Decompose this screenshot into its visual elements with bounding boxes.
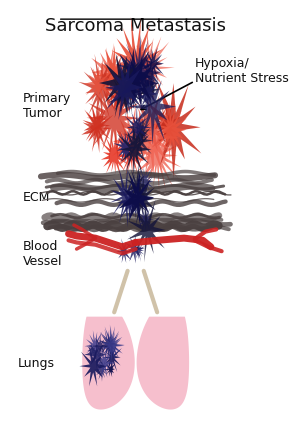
Polygon shape: [105, 60, 143, 121]
Polygon shape: [142, 81, 201, 180]
Polygon shape: [118, 170, 154, 228]
Polygon shape: [87, 342, 97, 358]
Polygon shape: [136, 317, 189, 410]
Text: Sarcoma Metastasis: Sarcoma Metastasis: [45, 17, 226, 35]
Polygon shape: [117, 125, 152, 177]
Polygon shape: [124, 117, 153, 164]
Polygon shape: [136, 75, 158, 113]
Polygon shape: [110, 166, 141, 228]
Polygon shape: [119, 59, 146, 98]
Polygon shape: [127, 200, 166, 263]
Polygon shape: [85, 330, 106, 364]
Polygon shape: [125, 105, 152, 148]
Polygon shape: [124, 175, 156, 226]
Polygon shape: [124, 184, 146, 219]
Polygon shape: [98, 325, 124, 363]
Polygon shape: [85, 74, 143, 166]
Polygon shape: [101, 131, 128, 178]
Polygon shape: [84, 339, 107, 369]
Polygon shape: [99, 54, 144, 119]
Polygon shape: [95, 46, 134, 104]
Polygon shape: [117, 49, 152, 110]
Polygon shape: [78, 55, 122, 125]
Text: Blood
Vessel: Blood Vessel: [23, 240, 62, 268]
Text: Lungs: Lungs: [17, 356, 55, 369]
Polygon shape: [92, 334, 109, 360]
Polygon shape: [91, 44, 127, 102]
Polygon shape: [133, 240, 145, 262]
Polygon shape: [151, 101, 182, 152]
Polygon shape: [130, 96, 171, 152]
Polygon shape: [140, 48, 164, 84]
Polygon shape: [102, 339, 122, 375]
Polygon shape: [155, 102, 187, 160]
Polygon shape: [138, 206, 154, 233]
Polygon shape: [80, 346, 106, 386]
Text: Hypoxia/
Nutrient Stress: Hypoxia/ Nutrient Stress: [195, 57, 289, 85]
Polygon shape: [134, 129, 147, 151]
Text: Primary
Tumor: Primary Tumor: [23, 92, 71, 120]
Polygon shape: [112, 105, 155, 179]
Polygon shape: [134, 117, 152, 144]
Polygon shape: [109, 76, 135, 117]
Polygon shape: [94, 358, 111, 382]
Text: ECM: ECM: [23, 191, 50, 204]
Polygon shape: [125, 236, 145, 264]
Polygon shape: [141, 76, 160, 103]
Polygon shape: [119, 54, 159, 110]
Polygon shape: [95, 349, 116, 378]
Polygon shape: [116, 35, 160, 106]
Polygon shape: [113, 128, 138, 164]
Polygon shape: [139, 58, 162, 92]
Polygon shape: [124, 165, 147, 204]
Polygon shape: [103, 60, 137, 117]
Polygon shape: [116, 239, 131, 264]
Polygon shape: [117, 182, 140, 223]
Polygon shape: [82, 107, 110, 146]
Polygon shape: [98, 329, 118, 360]
Polygon shape: [100, 327, 124, 366]
Polygon shape: [82, 317, 135, 410]
Polygon shape: [81, 105, 114, 154]
Polygon shape: [124, 109, 154, 161]
Polygon shape: [105, 362, 115, 378]
Polygon shape: [135, 118, 182, 198]
Polygon shape: [134, 167, 153, 198]
Polygon shape: [128, 73, 176, 145]
Polygon shape: [84, 67, 111, 104]
Polygon shape: [116, 129, 145, 177]
Polygon shape: [138, 76, 157, 106]
Polygon shape: [128, 100, 179, 177]
Polygon shape: [126, 29, 175, 108]
Polygon shape: [112, 18, 163, 105]
Polygon shape: [115, 66, 143, 118]
